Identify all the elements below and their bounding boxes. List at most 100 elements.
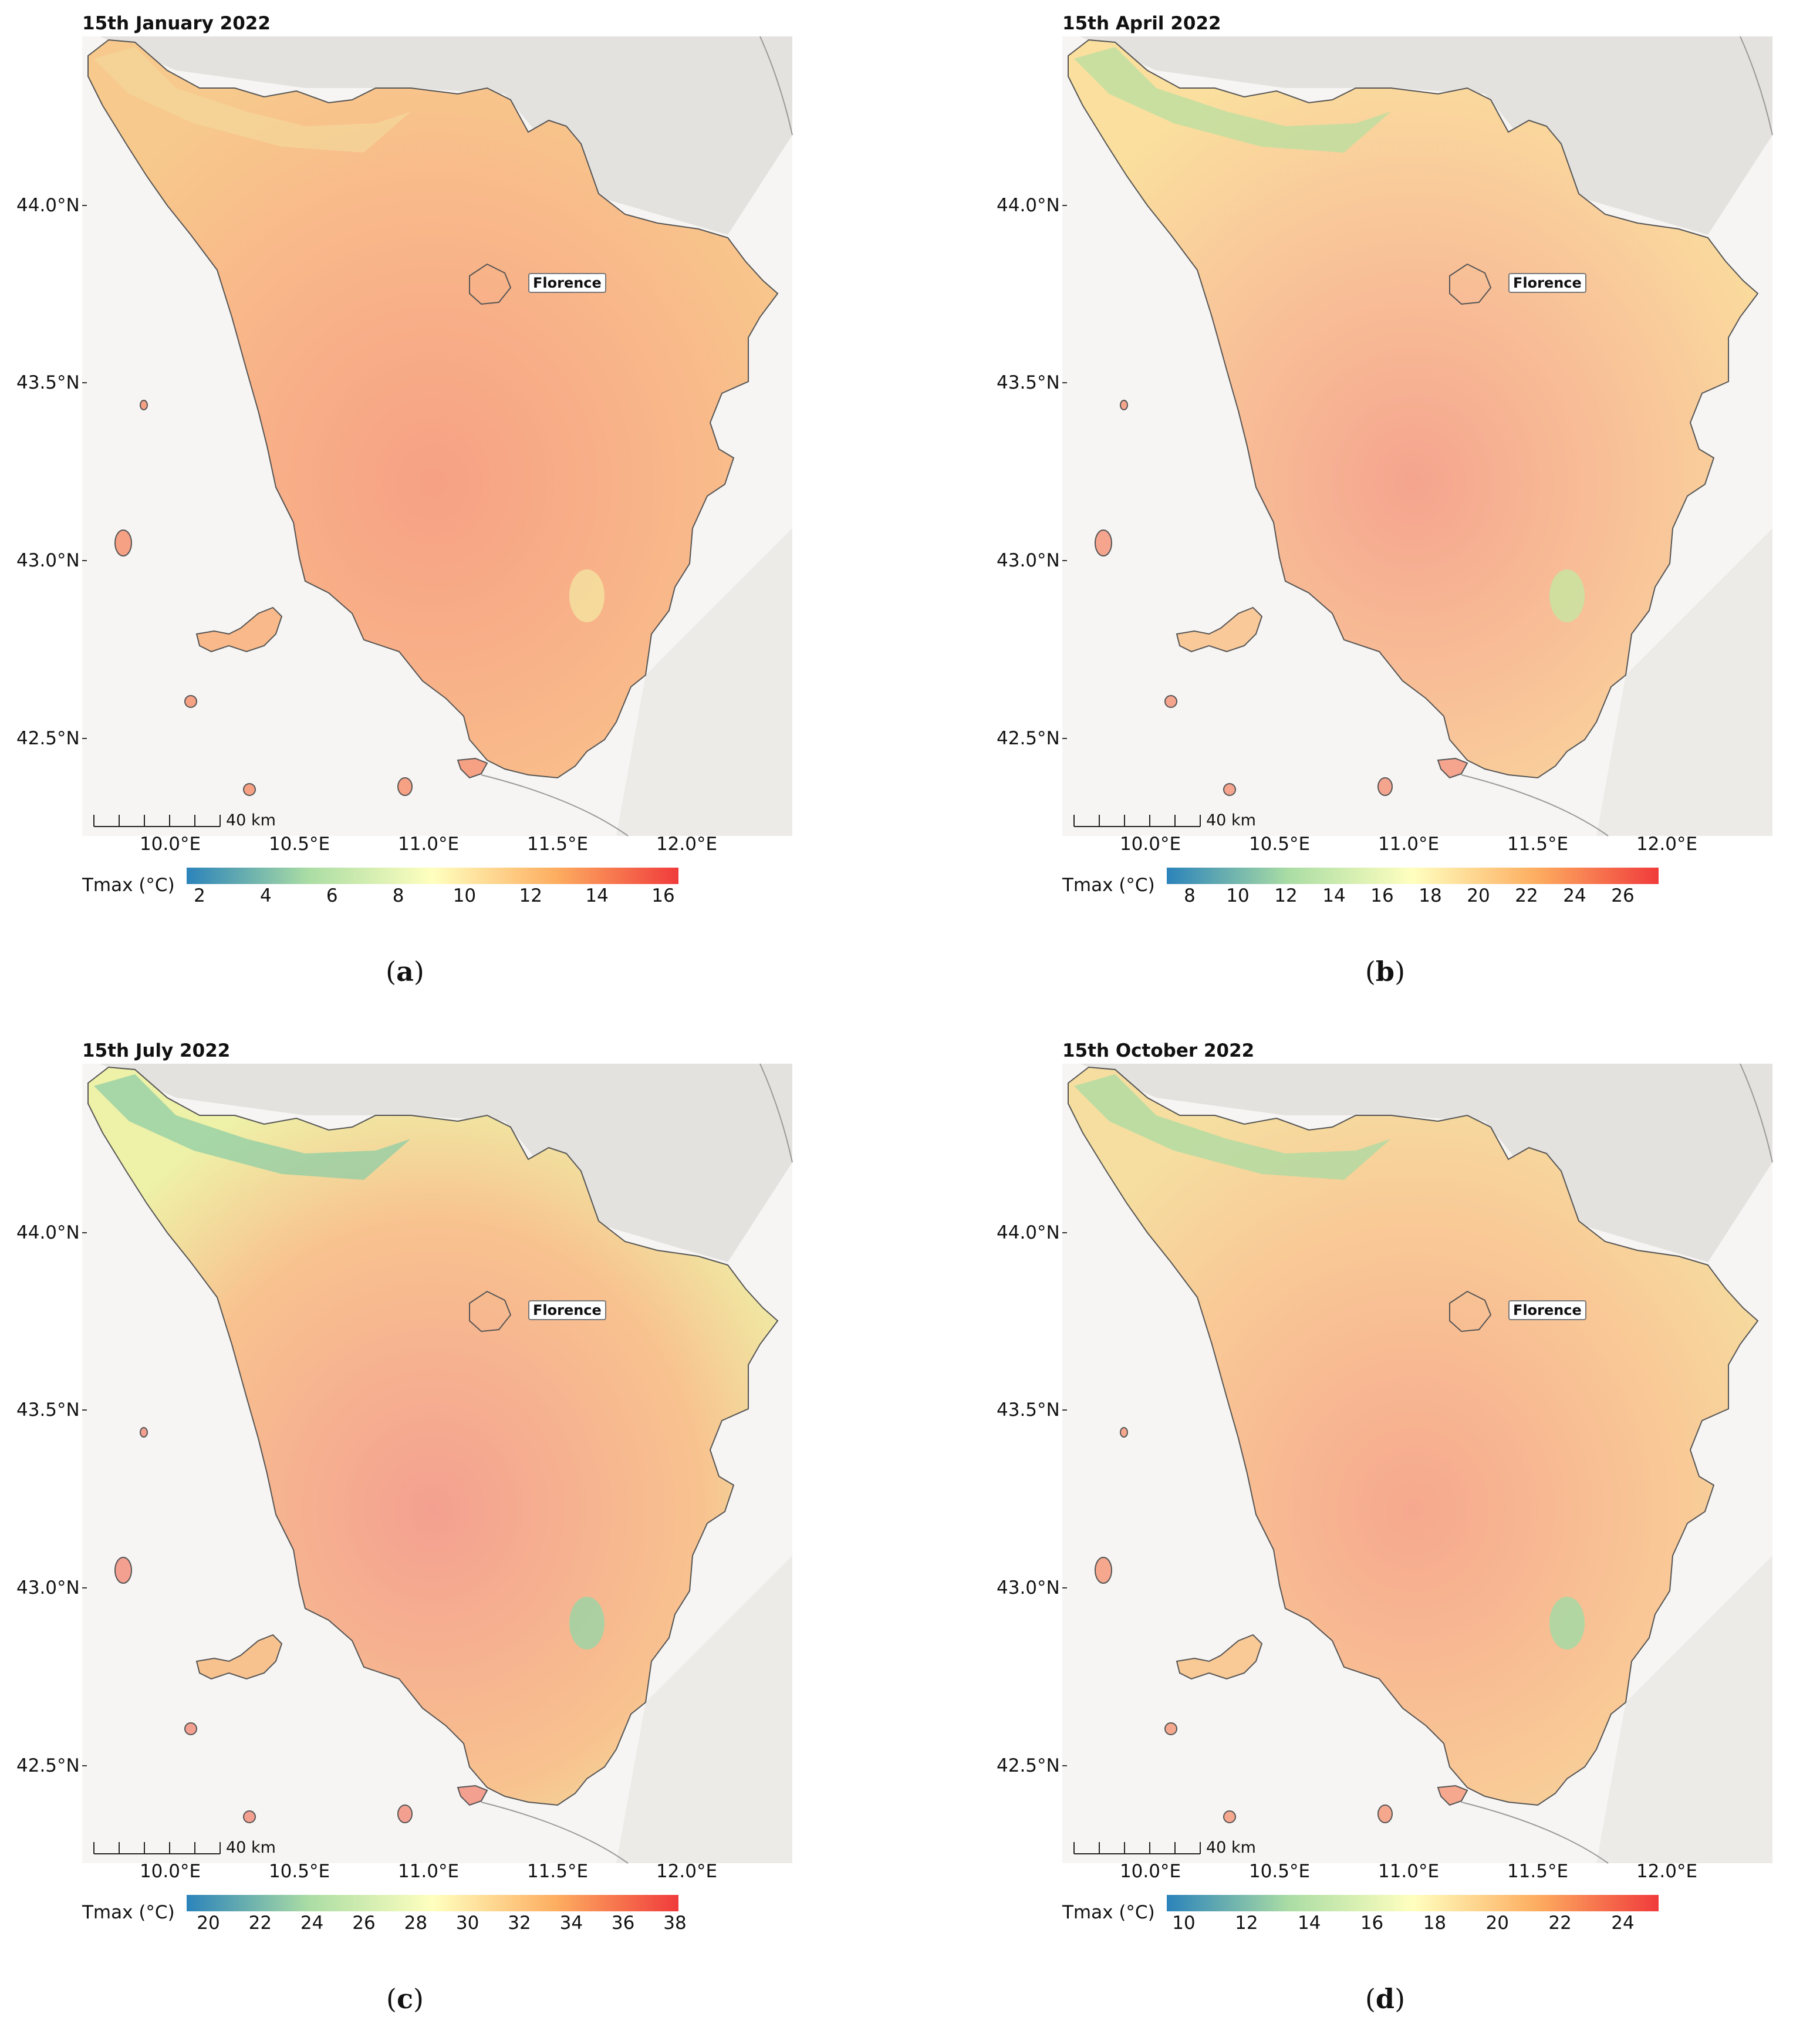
mount-amiata bbox=[569, 1597, 605, 1650]
colorbar-label: Tmax (°C) bbox=[1062, 875, 1155, 896]
colorbar bbox=[1167, 1895, 1659, 1911]
panel-title: 15th January 2022 bbox=[82, 13, 271, 34]
colorbar-tick-label: 22 bbox=[1548, 1913, 1572, 1934]
apennine-cool-band bbox=[1074, 47, 1391, 153]
city-label-florence: Florence bbox=[1508, 1300, 1586, 1320]
small-island bbox=[397, 1804, 413, 1823]
latitude-label: 43.5°N bbox=[997, 1399, 1060, 1421]
elba-island bbox=[1176, 606, 1263, 653]
longitude-label: 10.0°E bbox=[1119, 1861, 1181, 1882]
florence-boundary bbox=[469, 263, 512, 305]
city-label-florence: Florence bbox=[528, 273, 606, 293]
colorbar-tick-label: 8 bbox=[1184, 885, 1196, 906]
latitude-label: 43.0°N bbox=[997, 550, 1060, 571]
colorbar-tick-label: 20 bbox=[1485, 1913, 1510, 1934]
colorbar-tick-label: 38 bbox=[663, 1913, 687, 1934]
latitude-label: 42.5°N bbox=[997, 1755, 1060, 1776]
colorbar-tick-label: 12 bbox=[1235, 1913, 1258, 1934]
latitude-label: 43.0°N bbox=[16, 1577, 80, 1598]
colorbar bbox=[1167, 868, 1659, 884]
colorbar-tick-label: 20 bbox=[1467, 885, 1490, 906]
colorbar-tick-label: 18 bbox=[1423, 1913, 1447, 1934]
small-island bbox=[243, 1810, 256, 1823]
panel-caption: (b) bbox=[1365, 956, 1406, 987]
map-canvas bbox=[82, 36, 793, 884]
longitude-label: 11.5°E bbox=[526, 1861, 589, 1882]
colorbar-tick-label: 16 bbox=[1370, 885, 1394, 906]
argentario-promontory bbox=[1437, 757, 1468, 779]
colorbar-tick-label: 26 bbox=[352, 1913, 376, 1934]
colorbar-tick-label: 32 bbox=[508, 1913, 531, 1934]
map-canvas bbox=[1062, 36, 1773, 884]
caption-letter: a bbox=[396, 956, 414, 987]
longitude-label: 12.0°E bbox=[1636, 834, 1698, 855]
colorbar-tick-label: 20 bbox=[197, 1913, 220, 1934]
latitude-label: 43.5°N bbox=[997, 372, 1060, 393]
latitude-label: 42.5°N bbox=[16, 728, 80, 749]
longitude-label: 11.0°E bbox=[1377, 1861, 1440, 1882]
caption-letter: d bbox=[1375, 1983, 1395, 2015]
scale-bar-label: 40 km bbox=[1206, 811, 1256, 829]
small-island bbox=[1164, 695, 1177, 708]
longitude-label: 12.0°E bbox=[656, 1861, 718, 1882]
colorbar-tick-label: 16 bbox=[651, 885, 675, 906]
elba-island bbox=[195, 606, 283, 653]
city-label-florence: Florence bbox=[528, 1300, 606, 1320]
elba-island bbox=[1176, 1634, 1263, 1680]
small-island bbox=[1223, 783, 1236, 796]
scale-bar-label: 40 km bbox=[1206, 1839, 1256, 1857]
small-island bbox=[1377, 1804, 1393, 1823]
longitude-label: 11.5°E bbox=[526, 834, 589, 855]
mount-amiata bbox=[569, 569, 605, 622]
latitude-label: 44.0°N bbox=[997, 1222, 1060, 1243]
small-island bbox=[1120, 400, 1128, 410]
lazio-relief bbox=[1596, 1556, 1772, 1863]
colorbar-tick-label: 12 bbox=[519, 885, 543, 906]
longitude-label: 12.0°E bbox=[656, 834, 718, 855]
latitude-label: 44.0°N bbox=[16, 1222, 80, 1243]
colorbar-tick-label: 36 bbox=[611, 1913, 635, 1934]
panel-caption: (d) bbox=[1365, 1983, 1406, 2015]
longitude-label: 11.5°E bbox=[1507, 834, 1569, 855]
lazio-relief bbox=[616, 528, 792, 836]
latitude-label: 42.5°N bbox=[16, 1755, 80, 1776]
colorbar-tick-label: 26 bbox=[1611, 885, 1635, 906]
small-island bbox=[1223, 1810, 1236, 1823]
panel-caption: (c) bbox=[386, 1983, 424, 2015]
longitude-label: 10.5°E bbox=[268, 834, 330, 855]
small-island bbox=[243, 783, 256, 796]
latitude-label: 43.0°N bbox=[16, 550, 80, 571]
mount-amiata bbox=[1549, 1597, 1585, 1650]
colorbar-tick-label: 14 bbox=[1322, 885, 1346, 906]
florence-boundary bbox=[469, 1290, 512, 1333]
colorbar-tick-label: 30 bbox=[455, 1913, 480, 1934]
longitude-label: 10.0°E bbox=[139, 834, 201, 855]
small-island bbox=[140, 400, 148, 410]
small-island bbox=[114, 529, 132, 556]
latitude-label: 43.0°N bbox=[997, 1577, 1060, 1598]
tuscany-region bbox=[1068, 1066, 1759, 1806]
map-panel: 15th April 2022 44.0°N 43.5°N 43.0°N 42.5°N 1… bbox=[980, 0, 1793, 998]
argentario-promontory bbox=[457, 1785, 488, 1806]
florence-boundary bbox=[1449, 263, 1492, 305]
scale-bar-label: 40 km bbox=[226, 811, 276, 829]
longitude-label: 11.0°E bbox=[397, 834, 460, 855]
latitude-label: 44.0°N bbox=[997, 195, 1060, 216]
latitude-label: 44.0°N bbox=[16, 195, 80, 216]
longitude-label: 11.0°E bbox=[1377, 834, 1440, 855]
longitude-label: 10.0°E bbox=[139, 1861, 201, 1882]
latitude-label: 43.5°N bbox=[16, 1399, 80, 1421]
colorbar-tick-label: 14 bbox=[585, 885, 609, 906]
latitude-label: 42.5°N bbox=[997, 728, 1060, 749]
map-panel: 15th January 2022 44.0°N 43.5°N 43.0°N 42.5°… bbox=[0, 0, 869, 998]
mount-amiata bbox=[1549, 569, 1585, 622]
caption-letter: b bbox=[1375, 956, 1395, 987]
colorbar-tick-label: 22 bbox=[1515, 885, 1538, 906]
map-panel: 15th October 2022 44.0°N 43.5°N 43.0°N 42.5°… bbox=[980, 1027, 1793, 2025]
apennine-cool-band bbox=[94, 1074, 411, 1180]
tuscany-region bbox=[1068, 39, 1759, 779]
longitude-label: 11.0°E bbox=[397, 1861, 460, 1882]
colorbar-label: Tmax (°C) bbox=[82, 1902, 175, 1923]
apennine-relief bbox=[88, 1064, 792, 1262]
map-canvas bbox=[1062, 1063, 1773, 1911]
